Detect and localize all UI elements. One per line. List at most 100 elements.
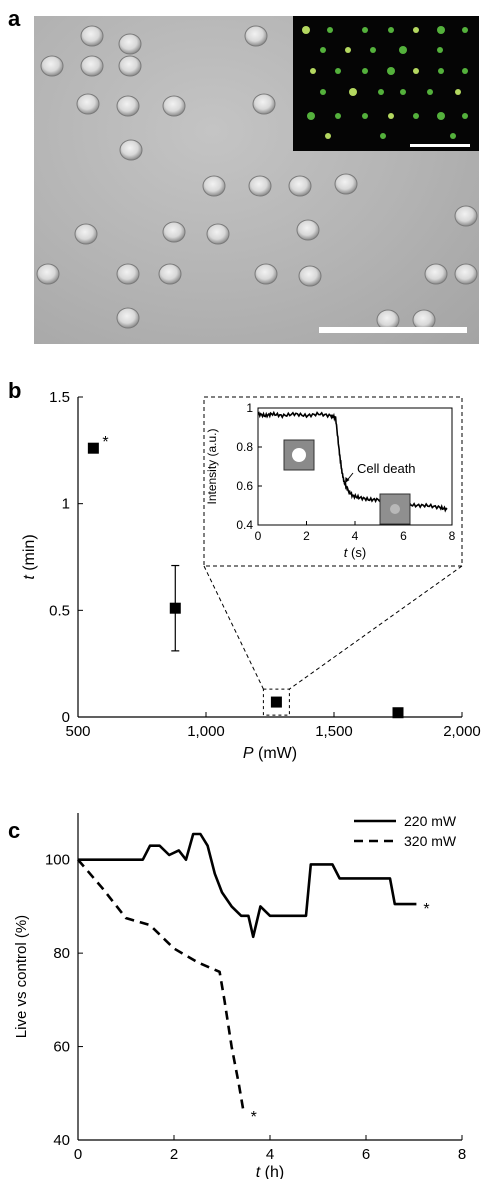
- chart-c: 0 2 4 6 8 40 60 80 100 t (h) Live vs control (%) *…: [13, 813, 466, 1179]
- fluorescent-dot: [302, 26, 310, 34]
- series-end-annotation: *: [251, 1109, 257, 1126]
- cell: [119, 139, 143, 161]
- x-tick-label: 500: [65, 723, 90, 740]
- fluorescence-image: [302, 26, 468, 139]
- bright-cell: [292, 448, 306, 462]
- cell: [118, 33, 142, 55]
- y-tick-label: 1: [62, 496, 70, 513]
- y-tick-label: 60: [53, 1039, 70, 1056]
- data-point: [392, 707, 404, 719]
- fluorescent-dot: [399, 46, 407, 54]
- x-tick-label: 8: [458, 1146, 466, 1163]
- fluorescent-dot: [362, 68, 368, 74]
- fluorescent-dot: [320, 89, 326, 95]
- fluorescent-dot: [307, 112, 315, 120]
- cell: [76, 93, 100, 115]
- panel-label-a: a: [8, 6, 21, 31]
- dim-cell: [390, 504, 400, 514]
- inset-y-tick-label: 0.4: [236, 518, 253, 532]
- zoom-connector: [289, 565, 463, 690]
- cell: [454, 205, 478, 227]
- fluorescent-dot: [388, 113, 394, 119]
- fluorescent-dot: [413, 27, 419, 33]
- cell: [162, 221, 186, 243]
- fluorescent-dot: [413, 68, 419, 74]
- data-point: [87, 442, 99, 454]
- cell: [74, 223, 98, 245]
- cell: [202, 175, 226, 197]
- panel-label-b: b: [8, 378, 22, 403]
- x-axis-label: P (mW): [243, 745, 297, 762]
- legend-label: 320 mW: [404, 833, 457, 849]
- inset-frame: [203, 396, 463, 567]
- inset-x-tick-label: 6: [400, 529, 407, 543]
- cell: [296, 219, 320, 241]
- fluorescent-dot: [362, 113, 368, 119]
- fluorescent-dot: [413, 113, 419, 119]
- fluorescent-dot: [455, 89, 461, 95]
- cell: [116, 307, 140, 329]
- scale-bar: [319, 327, 467, 333]
- x-tick-label: 0: [74, 1146, 82, 1163]
- x-tick-label: 1,000: [187, 723, 225, 740]
- fluorescent-dot: [462, 27, 468, 33]
- fluorescent-dot: [427, 89, 433, 95]
- cell: [424, 263, 448, 285]
- x-tick-label: 6: [362, 1146, 370, 1163]
- fluorescent-dot: [362, 27, 368, 33]
- cell: [252, 93, 276, 115]
- cell: [158, 263, 182, 285]
- y-axis-label: t (min): [21, 534, 38, 579]
- series-end-annotation: *: [423, 901, 429, 918]
- fluorescent-dot: [335, 68, 341, 74]
- fluorescent-dot: [462, 68, 468, 74]
- y-tick-label: 1.5: [49, 389, 70, 406]
- fluorescent-dot: [327, 27, 333, 33]
- cell: [162, 95, 186, 117]
- fluorescent-dot: [437, 112, 445, 120]
- y-tick-label: 40: [53, 1132, 70, 1149]
- inset-x-axis-label: t (s): [344, 545, 366, 560]
- panel-label-c: c: [8, 818, 21, 843]
- x-tick-label: 1,500: [315, 723, 353, 740]
- inset-x-tick-label: 8: [449, 529, 456, 543]
- fluorescent-dot: [320, 47, 326, 53]
- cell: [334, 173, 358, 195]
- y-tick-label: 100: [45, 852, 70, 869]
- fluorescent-dot: [349, 88, 357, 96]
- fluorescent-dot: [438, 68, 444, 74]
- cell: [80, 25, 104, 47]
- zoom-box: [262, 688, 290, 716]
- x-axis-label: t (h): [256, 1164, 284, 1179]
- data-point: [169, 602, 181, 614]
- inset-y-tick-label: 0.6: [236, 479, 253, 493]
- x-tick-label: 2,000: [443, 723, 481, 740]
- fluorescent-dot: [387, 67, 395, 75]
- cell-death-label: Cell death: [357, 461, 416, 476]
- cell: [454, 263, 478, 285]
- fluorescent-dot: [345, 47, 351, 53]
- chart-b-inset: 0 2 4 6 8 0.4 0.6 0.8 1 t (s) Intensity (a.u.) Cell…: [203, 396, 463, 690]
- cell: [254, 263, 278, 285]
- x-tick-label: 4: [266, 1146, 274, 1163]
- y-axis-label: Live vs control (%): [13, 915, 30, 1038]
- cell: [40, 55, 64, 77]
- y-tick-label: 0: [62, 709, 70, 726]
- fluorescent-dot: [325, 133, 331, 139]
- chart-b-axes: 500 1,000 1,500 2,000 0 0.5 1 1.5 P (mW) t (min): [21, 389, 481, 762]
- cell: [116, 95, 140, 117]
- inset-scale-bar: [410, 144, 470, 147]
- inset-y-tick-label: 0.8: [236, 440, 253, 454]
- inset-y-tick-label: 1: [246, 401, 253, 415]
- chart-b-marks: *: [87, 434, 404, 719]
- y-tick-label: 80: [53, 945, 70, 962]
- cell: [36, 263, 60, 285]
- cell: [244, 25, 268, 47]
- chart-c-legend: 220 mW 320 mW: [354, 813, 457, 849]
- series-line: [77, 858, 245, 1113]
- cell: [116, 263, 140, 285]
- inset-x-tick-label: 0: [255, 529, 262, 543]
- inset-x-tick-label: 4: [352, 529, 359, 543]
- cell-array-image: [36, 25, 478, 331]
